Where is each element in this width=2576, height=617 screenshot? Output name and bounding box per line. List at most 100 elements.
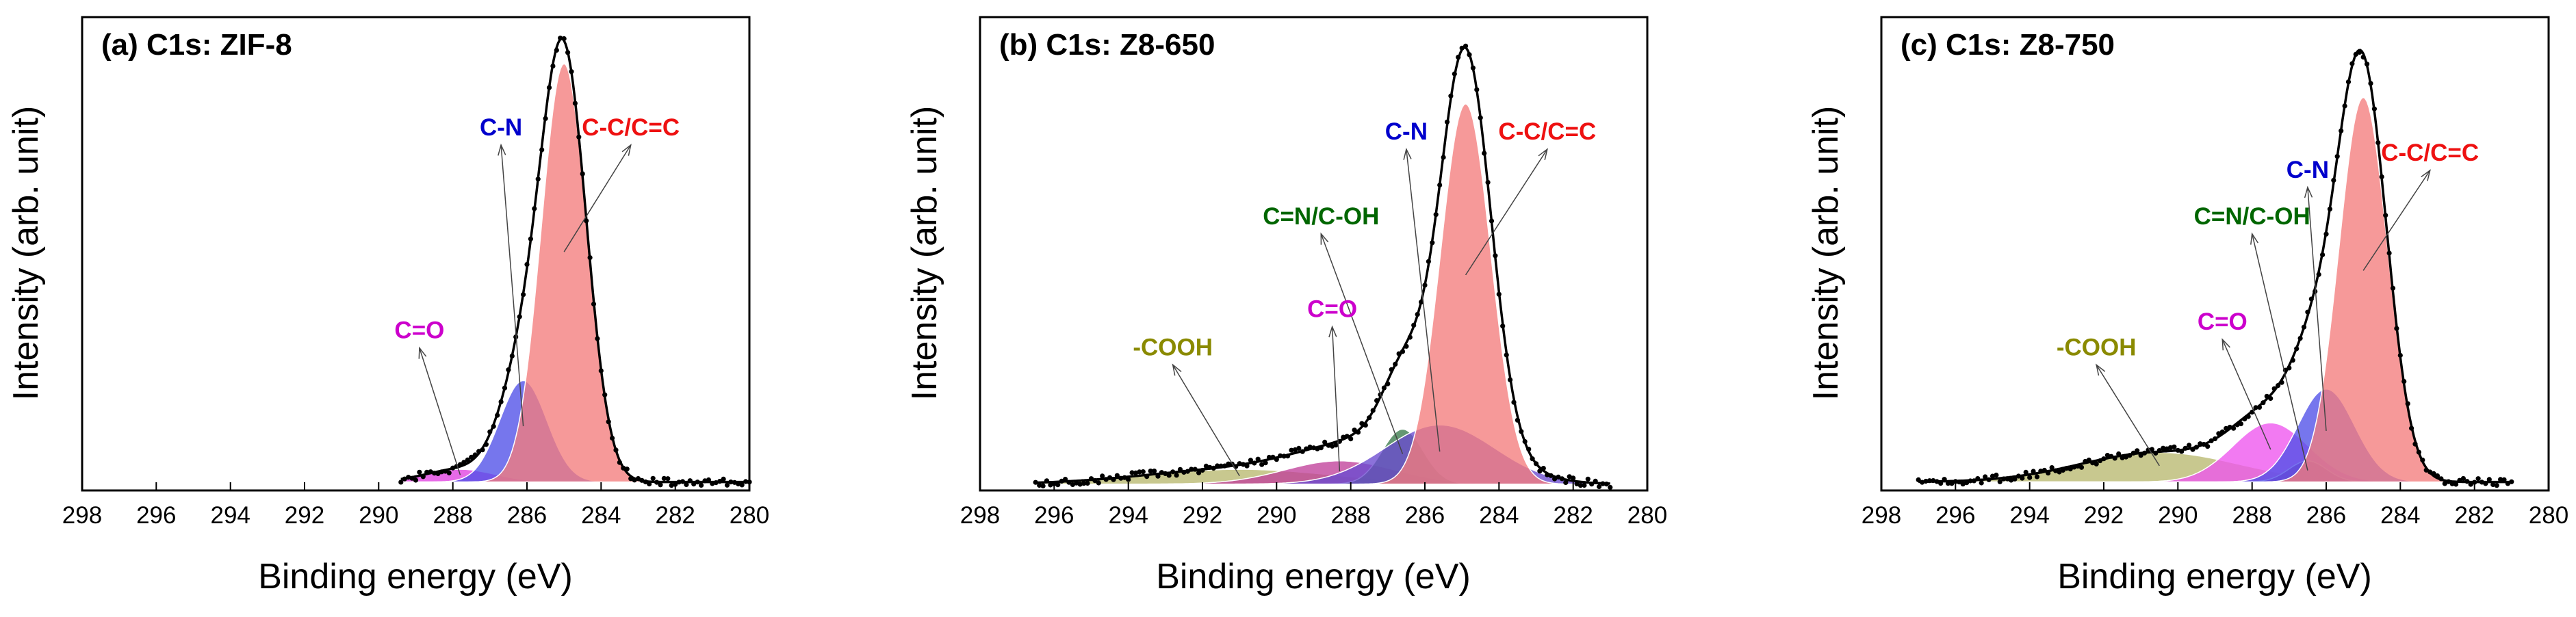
- data-point: [1971, 478, 1976, 484]
- data-point: [2031, 469, 2036, 474]
- x-tick-label: 282: [1553, 502, 1593, 529]
- data-point: [1600, 481, 1606, 486]
- data-point: [1545, 472, 1550, 477]
- panel-c-frame: [1880, 16, 2550, 492]
- data-point: [480, 447, 485, 453]
- data-point: [1411, 322, 1417, 328]
- data-point: [1341, 434, 1346, 440]
- x-tick-label: 280: [1627, 502, 1667, 529]
- data-point: [2434, 473, 2440, 479]
- data-point: [1185, 469, 1190, 474]
- panel-b-xlabel: Binding energy (eV): [1156, 557, 1471, 596]
- data-point: [1367, 415, 1372, 421]
- data-point: [2227, 424, 2232, 430]
- label-c-c-c-c: C-C/C=C: [2381, 140, 2479, 166]
- data-point: [1533, 461, 1539, 467]
- data-point: [2327, 207, 2332, 212]
- data-point: [669, 483, 674, 488]
- data-point: [1292, 447, 1298, 453]
- data-point: [1159, 470, 1164, 475]
- data-point: [2038, 469, 2044, 474]
- data-point: [1989, 473, 1996, 479]
- data-point: [654, 480, 660, 485]
- data-point: [2060, 467, 2065, 473]
- data-point: [587, 255, 593, 261]
- data-point: [2234, 422, 2240, 428]
- x-tick-label: 296: [136, 502, 176, 529]
- data-point: [2146, 447, 2151, 453]
- panel-b-fit: [1036, 46, 1610, 485]
- data-point: [2012, 476, 2018, 482]
- data-point: [713, 480, 719, 486]
- data-point: [1318, 445, 1324, 451]
- data-point: [717, 479, 723, 484]
- x-tick-label: 294: [1108, 502, 1148, 529]
- data-point: [457, 462, 463, 467]
- data-point: [565, 50, 571, 55]
- x-tick-label: 292: [2084, 502, 2124, 529]
- data-point: [2009, 477, 2014, 483]
- data-point: [487, 429, 493, 434]
- arrow-head-cooh: [2096, 363, 2106, 376]
- arrow-cooh: [2096, 364, 2160, 467]
- x-tick-label: 284: [581, 502, 621, 529]
- data-point: [2287, 365, 2292, 371]
- data-point: [691, 482, 697, 487]
- panel-c-title: (c) C1s: Z8-750: [1901, 28, 2115, 62]
- data-point: [1393, 361, 1398, 367]
- arrow-head-c-n: [498, 143, 506, 156]
- data-point: [409, 475, 415, 481]
- data-point: [1322, 439, 1328, 445]
- data-point: [710, 481, 715, 486]
- data-point: [650, 475, 656, 481]
- panel-a-ticks: 298 296 294 292 290 288 286 284 282 280: [62, 482, 769, 529]
- label-cooh: -COOH: [1133, 334, 1213, 360]
- data-point: [546, 85, 552, 90]
- data-point: [2015, 473, 2021, 479]
- arrow-head-c-n: [1403, 148, 1412, 160]
- data-point: [1122, 475, 1127, 480]
- x-tick-label: 288: [433, 502, 472, 529]
- data-point: [2294, 346, 2300, 352]
- data-point: [1074, 480, 1079, 486]
- data-point: [1144, 474, 1150, 480]
- data-point: [2242, 416, 2247, 422]
- panel-b-ylabel: Intensity (arb. unit): [905, 106, 944, 401]
- data-point: [2427, 469, 2433, 475]
- data-point: [2360, 54, 2366, 60]
- data-point: [1603, 482, 1609, 487]
- data-point: [2130, 450, 2136, 456]
- data-point: [1975, 476, 1981, 482]
- data-point: [2297, 336, 2303, 341]
- data-point: [2094, 461, 2099, 467]
- data-point: [1597, 484, 1602, 490]
- data-point: [2460, 475, 2466, 482]
- data-point: [1304, 446, 1309, 451]
- data-point: [676, 480, 682, 485]
- panel-a-labels: C=O C-N C-C/C=C: [394, 114, 680, 344]
- data-point: [684, 482, 689, 488]
- data-point: [1348, 436, 1354, 442]
- data-point: [2345, 79, 2352, 85]
- data-point: [2138, 453, 2143, 458]
- data-point: [628, 476, 634, 482]
- data-point: [472, 452, 478, 458]
- data-point: [1118, 475, 1124, 481]
- data-point: [1452, 71, 1457, 77]
- data-point: [1278, 453, 1283, 458]
- data-point: [687, 478, 693, 484]
- data-point: [1081, 481, 1087, 486]
- data-point: [2401, 379, 2407, 384]
- data-point: [1404, 343, 1409, 349]
- data-point: [450, 465, 456, 471]
- data-point: [2379, 174, 2384, 180]
- data-point: [2116, 451, 2122, 457]
- data-point: [1385, 381, 1391, 386]
- data-point: [502, 385, 508, 391]
- arrow-c-n-c-oh: [1320, 233, 1404, 454]
- arrow-c-n: [500, 144, 524, 427]
- panel-b-labels: -COOH C=O C=N/C-OH C-N C-C/C=C: [1133, 118, 1596, 360]
- data-point: [2331, 178, 2336, 183]
- data-point: [2109, 454, 2114, 459]
